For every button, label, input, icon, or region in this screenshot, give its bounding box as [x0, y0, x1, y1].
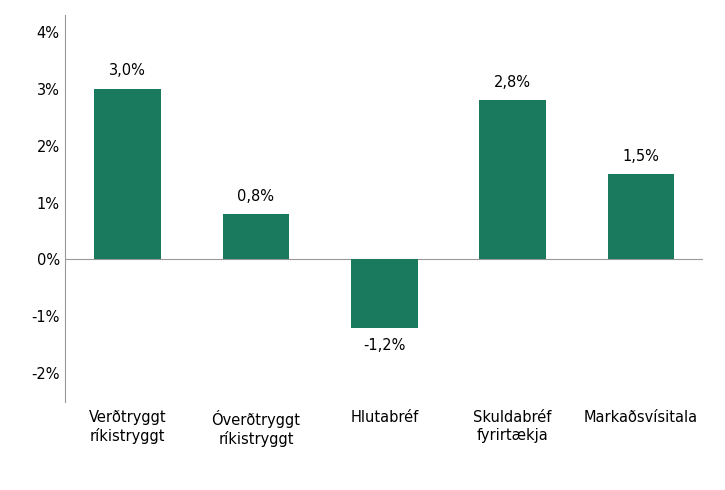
Text: -1,2%: -1,2%	[363, 338, 405, 353]
Bar	[94, 89, 161, 260]
Bar	[223, 214, 289, 260]
Text: 3,0%: 3,0%	[109, 64, 146, 78]
Text: 1,5%: 1,5%	[623, 149, 659, 164]
Bar	[351, 260, 418, 328]
Bar	[608, 174, 674, 260]
Text: 0,8%: 0,8%	[237, 189, 275, 204]
Text: 2,8%: 2,8%	[494, 75, 531, 90]
Bar	[479, 100, 546, 260]
